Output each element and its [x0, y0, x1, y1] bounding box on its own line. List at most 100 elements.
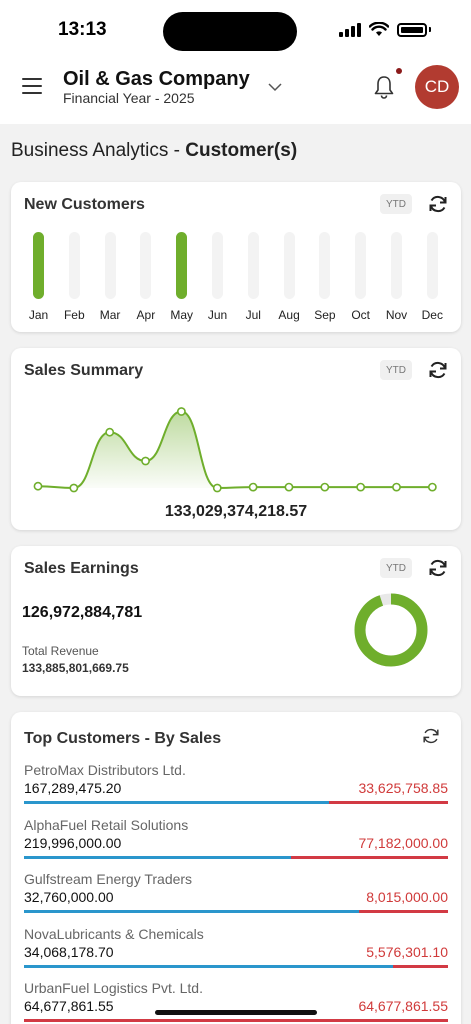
month-label: Jun [207, 308, 228, 322]
month-label: Jul [245, 308, 261, 322]
customer-progress-paid [24, 855, 292, 859]
sales-summary-point [392, 482, 401, 492]
home-indicator[interactable] [155, 1010, 317, 1015]
total-revenue-label: Total Revenue [22, 644, 99, 658]
notification-dot [396, 68, 402, 74]
sales-earnings-value: 126,972,884,781 [22, 604, 143, 621]
sales-earnings-title: Sales Earnings [24, 560, 139, 577]
new-customers-bar[interactable] [140, 232, 152, 299]
customer-row[interactable]: UrbanFuel Logistics Pvt. Ltd. 64,677,861.… [24, 980, 448, 1024]
customer-name: NovaLubricants & Chemicals [24, 925, 204, 942]
sales-summary-point [212, 483, 222, 493]
sales-summary-point [427, 482, 437, 492]
customer-row[interactable]: AlphaFuel Retail Solutions 219,996,000.00… [24, 817, 448, 871]
sales-summary-ytd-badge[interactable]: YTD [380, 360, 412, 380]
page-title: Business Analytics - Customer(s) [11, 140, 297, 162]
customer-name: PetroMax Distributors Ltd. [24, 762, 186, 778]
month-label: Sep [314, 308, 336, 322]
customer-progress-due [358, 910, 448, 913]
sales-summary-card: Sales Summary YTD 133,029,374,218.57 [11, 348, 461, 530]
customer-progress-paid [24, 910, 359, 913]
customer-name: AlphaFuel Retail Solutions [24, 816, 189, 833]
customer-progress-due [291, 855, 448, 859]
page-title-bold: Customer(s) [185, 140, 298, 161]
customer-progress-bar [24, 1019, 448, 1022]
month-label: May [170, 308, 194, 322]
new-customers-bar-fill [33, 232, 44, 299]
top-customers-card: Top Customers - By Sales PetroMax Distri… [11, 712, 461, 1024]
customer-row[interactable]: Gulfstream Energy Traders 32,760,000.00 8,… [24, 871, 448, 925]
new-customers-bar[interactable] [283, 232, 295, 299]
new-customers-chart [22, 232, 452, 302]
new-customers-ytd-badge[interactable]: YTD [380, 194, 412, 214]
status-time: 13:13 [58, 19, 107, 40]
donut-arc [354, 593, 428, 667]
new-customers-bar[interactable] [104, 232, 116, 299]
status-icons [339, 22, 431, 37]
customer-sales: 32,760,000.00 [24, 889, 114, 905]
customer-progress-paid [24, 964, 393, 968]
financial-year[interactable]: Financial Year - 2025 [63, 90, 195, 106]
new-customers-title: New Customers [24, 196, 145, 213]
month-label: Aug [278, 308, 300, 322]
status-bar: 13:13 [0, 0, 471, 58]
sales-earnings-card: Sales Earnings YTD 126,972,884,781 Total… [11, 546, 461, 696]
sales-summary-total: 133,029,374,218.57 [164, 503, 308, 520]
sales-summary-area [38, 411, 433, 488]
customer-due: 8,015,000.00 [366, 889, 448, 905]
sales-summary-chart [33, 407, 437, 493]
dynamic-island [163, 12, 297, 51]
customer-due: 5,576,301.10 [366, 943, 448, 960]
signal-icon [339, 22, 361, 37]
new-customers-bar[interactable] [355, 232, 367, 299]
customer-due: 77,182,000.00 [358, 834, 448, 851]
customer-progress-due [329, 801, 448, 804]
company-name[interactable]: Oil & Gas Company [63, 68, 250, 90]
sales-summary-point [141, 456, 150, 466]
sales-summary-point [248, 482, 258, 492]
chevron-down-icon[interactable] [268, 80, 282, 94]
refresh-icon[interactable] [421, 726, 441, 746]
customer-progress-due [392, 964, 448, 968]
sales-summary-title: Sales Summary [24, 362, 144, 379]
refresh-icon[interactable] [427, 359, 449, 381]
customer-progress-bar [24, 910, 448, 913]
new-customers-bar[interactable] [247, 232, 259, 299]
sales-summary-point [105, 427, 115, 437]
top-customers-title: Top Customers - By Sales [24, 730, 222, 747]
month-label: Mar [99, 308, 121, 322]
avatar[interactable]: CD [415, 65, 459, 109]
new-customers-bar[interactable] [68, 232, 80, 299]
new-customers-card: New Customers YTD Jan Feb Mar Apr May Jun Jul A… [11, 182, 461, 332]
customer-progress-paid [24, 801, 330, 804]
new-customers-bar[interactable] [391, 232, 402, 299]
new-customers-bar[interactable] [319, 232, 331, 299]
month-label: Nov [385, 308, 408, 322]
sales-earnings-ytd-badge[interactable]: YTD [380, 558, 412, 578]
customer-row[interactable]: NovaLubricants & Chemicals 34,068,178.70 5… [24, 926, 448, 980]
battery-icon [397, 22, 427, 37]
customer-sales: 64,677,861.55 [24, 998, 114, 1014]
new-customers-bar-fill [176, 232, 188, 299]
new-customers-bar[interactable] [212, 232, 223, 299]
new-customers-bar[interactable] [176, 232, 188, 299]
customer-progress-bar [24, 855, 448, 859]
menu-icon[interactable] [22, 78, 42, 94]
month-label: Apr [136, 308, 156, 322]
app-header: Oil & Gas Company Financial Year - 2025 [0, 58, 471, 124]
month-label: Jan [28, 308, 49, 322]
month-label: Feb [63, 308, 85, 322]
new-customers-bar[interactable] [33, 232, 44, 299]
bell-icon[interactable] [372, 74, 396, 100]
wifi-icon [369, 22, 389, 36]
customer-row[interactable]: PetroMax Distributors Ltd. 167,289,475.20… [24, 762, 448, 816]
total-revenue-value: 133,885,801,669.75 [22, 661, 129, 675]
customer-sales: 219,996,000.00 [24, 834, 122, 851]
new-customers-bar[interactable] [426, 232, 438, 299]
refresh-icon[interactable] [427, 557, 449, 579]
refresh-icon[interactable] [427, 193, 449, 215]
month-label: Oct [351, 308, 371, 322]
customer-sales: 167,289,475.20 [24, 780, 122, 796]
battery-tip [429, 27, 431, 32]
customer-name: Gulfstream Energy Traders [24, 871, 193, 887]
